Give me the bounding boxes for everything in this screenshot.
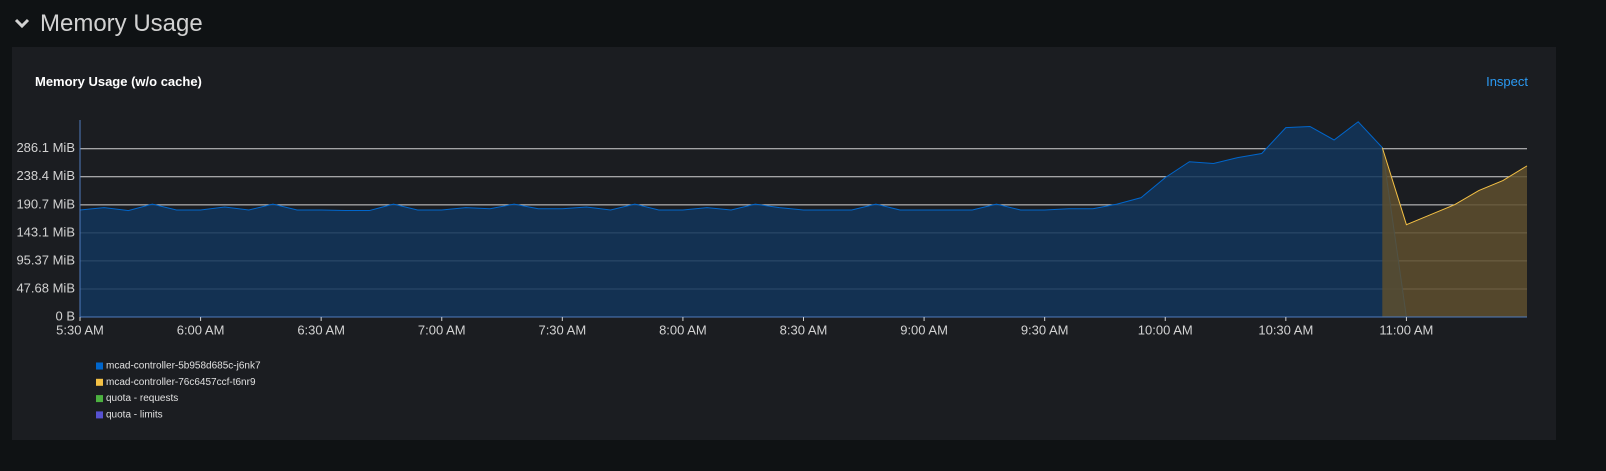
x-tick-label: 9:30 AM xyxy=(1021,322,1069,337)
y-tick-label: 286.1 MiB xyxy=(16,140,75,155)
y-tick-label: 143.1 MiB xyxy=(16,224,75,239)
y-tick-label: 190.7 MiB xyxy=(16,196,75,211)
series-line xyxy=(79,121,1407,318)
series-area xyxy=(1382,147,1527,317)
legend-swatch xyxy=(96,362,103,370)
panel-title: Memory Usage (w/o cache) xyxy=(35,74,202,89)
x-tick-label: 8:00 AM xyxy=(659,322,707,337)
x-tick-label: 6:30 AM xyxy=(297,322,345,337)
x-tick-label: 5:30 AM xyxy=(56,322,104,337)
x-tick-label: 10:00 AM xyxy=(1138,322,1193,337)
x-tick-label: 6:00 AM xyxy=(177,322,225,337)
legend-label: mcad-controller-5b958d685c-j6nk7 xyxy=(106,361,261,372)
legend-swatch xyxy=(96,411,103,419)
y-tick-label: 0 B xyxy=(55,308,75,323)
y-tick-label: 238.4 MiB xyxy=(16,168,75,183)
legend-label: quota - requests xyxy=(106,393,178,404)
legend-swatch xyxy=(96,395,103,403)
x-tick-label: 7:00 AM xyxy=(418,322,466,337)
section-title: Memory Usage xyxy=(40,10,203,37)
x-tick-label: 10:30 AM xyxy=(1258,322,1313,337)
series-line xyxy=(1381,147,1528,226)
chevron-icon xyxy=(14,18,30,29)
legend-label: quota - limits xyxy=(106,410,163,421)
x-tick-label: 9:00 AM xyxy=(900,322,948,337)
x-tick-label: 7:30 AM xyxy=(538,322,586,337)
series-area xyxy=(80,121,1407,317)
y-tick-label: 95.37 MiB xyxy=(16,252,75,267)
legend-swatch xyxy=(96,378,103,386)
legend-label: mcad-controller-76c6457ccf-t6nr9 xyxy=(106,377,256,388)
x-tick-label: 8:30 AM xyxy=(780,322,828,337)
y-tick-label: 47.68 MiB xyxy=(16,280,75,295)
section-header[interactable]: Memory Usage xyxy=(14,8,203,40)
inspect-link[interactable]: Inspect xyxy=(1486,74,1528,89)
x-tick-label: 11:00 AM xyxy=(1379,322,1433,337)
